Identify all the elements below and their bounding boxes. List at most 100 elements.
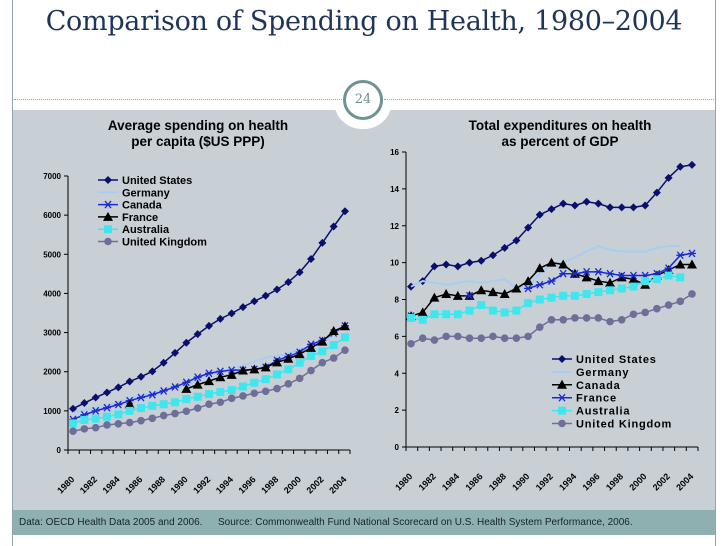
data-point [593, 276, 604, 286]
x-tick-label: 1984 [440, 471, 461, 492]
data-point [239, 303, 247, 312]
data-point [617, 315, 626, 324]
asterisk-stroke [148, 390, 156, 399]
x-tick-label: 2002 [305, 474, 326, 495]
data-point [452, 290, 463, 300]
data-point [535, 295, 544, 304]
data-point [148, 390, 157, 399]
y-tick-label: 2000 [43, 368, 61, 377]
data-point [559, 315, 568, 324]
data-point [318, 238, 327, 247]
data-point [216, 367, 225, 376]
data-point [582, 314, 591, 322]
legend: United StatesGermanyCanadaFranceAustrali… [552, 354, 671, 431]
x-tick-label: 1996 [581, 471, 602, 492]
asterisk-stroke [688, 249, 696, 258]
data-point [159, 386, 168, 395]
data-point [329, 354, 338, 362]
asterisk-stroke [466, 291, 474, 300]
legend-item: Australia [98, 224, 170, 236]
legend-item: Germany [98, 187, 171, 199]
x-tick-label: 1992 [191, 474, 212, 495]
legend-item: Germany [552, 367, 629, 379]
data-point [103, 388, 111, 397]
data-point [182, 395, 191, 404]
data-point [328, 326, 339, 336]
asterisk-stroke [594, 267, 602, 276]
data-point [171, 383, 179, 391]
legend-item: Canada [552, 379, 621, 392]
legend-label: United Kingdom [122, 237, 207, 249]
x-tick-label: 2004 [327, 474, 348, 495]
data-point [477, 256, 486, 265]
data-point [148, 414, 157, 423]
data-point [477, 301, 486, 310]
data-point [192, 379, 203, 389]
data-point [80, 425, 89, 433]
data-point [441, 288, 452, 298]
data-point [103, 403, 111, 412]
data-point [628, 274, 639, 284]
data-point [557, 379, 567, 389]
data-point [547, 315, 556, 324]
legend-label: Canada [576, 380, 621, 392]
data-point [260, 362, 271, 372]
data-point [582, 267, 591, 276]
data-point [606, 203, 615, 212]
data-point [239, 392, 247, 400]
footer-data-note: Data: OECD Health Data 2005 and 2006. [19, 517, 203, 528]
data-point [114, 419, 123, 428]
data-point [227, 386, 236, 395]
chart-spending-per-capita: Average spending on health per capita ($… [43, 118, 351, 496]
data-point [559, 269, 568, 278]
data-point [571, 314, 579, 322]
legend-label: Germany [122, 187, 171, 199]
asterisk-stroke [665, 264, 673, 273]
data-point [239, 382, 247, 391]
asterisk-stroke [205, 369, 213, 378]
asterisk-stroke [103, 403, 111, 412]
data-point [652, 275, 661, 284]
data-point [664, 173, 673, 182]
data-point [295, 268, 304, 277]
legend-item: Canada [98, 200, 163, 212]
data-point [511, 283, 522, 293]
data-point [453, 310, 462, 319]
data-point [676, 297, 685, 306]
x-tick-label: 2004 [674, 471, 695, 492]
asterisk-stroke [104, 200, 112, 209]
data-point [629, 203, 638, 212]
data-point [238, 365, 248, 375]
data-point [249, 364, 260, 374]
data-point [430, 262, 439, 271]
data-point [125, 418, 134, 427]
data-point [558, 393, 566, 402]
chart-title-line-1: Total expenditures on health [469, 118, 652, 133]
data-point [273, 285, 281, 294]
data-point [182, 407, 191, 416]
data-point [429, 292, 440, 302]
data-point [250, 297, 259, 306]
data-point [204, 376, 214, 386]
data-point [653, 304, 661, 313]
y-tick-label: 12 [390, 222, 399, 231]
data-point [216, 388, 225, 397]
series-united-states [69, 207, 349, 413]
data-point [261, 291, 270, 300]
data-point [616, 272, 627, 282]
y-tick-label: 1000 [43, 407, 61, 416]
data-point [341, 207, 349, 216]
data-point [465, 258, 474, 267]
y-tick-label: 16 [390, 148, 399, 157]
footer: Data: OECD Health Data 2005 and 2006. So… [13, 510, 715, 535]
asterisk-stroke [583, 267, 591, 276]
data-point [307, 366, 315, 375]
data-point [500, 243, 509, 252]
data-point [558, 419, 566, 428]
y-tick-label: 2 [395, 406, 400, 415]
data-point [103, 211, 113, 221]
data-point [524, 332, 532, 341]
data-point [676, 273, 685, 282]
legend-label: Australia [576, 406, 630, 418]
